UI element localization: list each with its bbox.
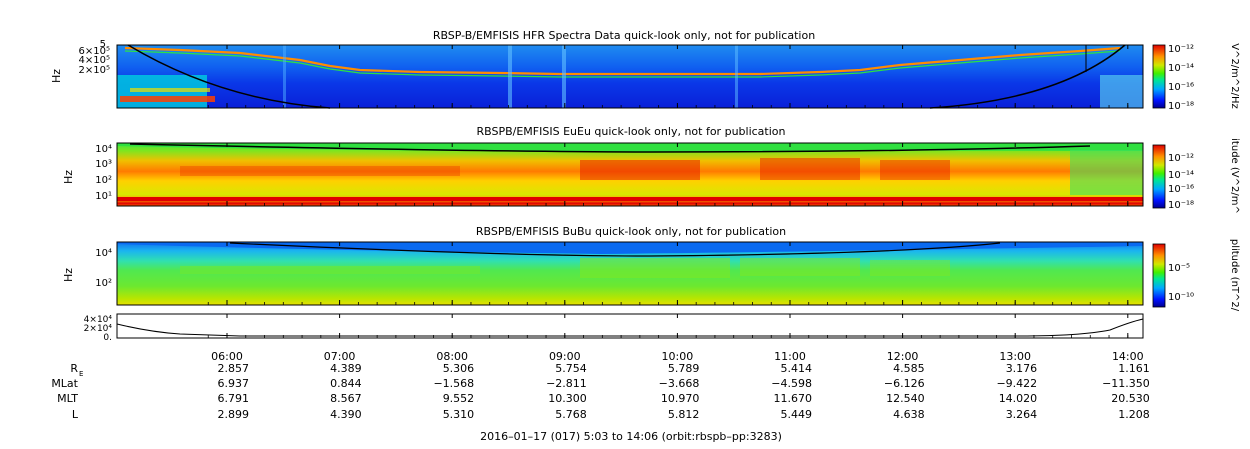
panel-bubu: RBSPB/EMFISIS BuBu quick-look only, not … [62, 225, 1240, 312]
ephemeris-value: 3.264 [1006, 408, 1038, 421]
panel-bubu-colorbar [1152, 243, 1166, 308]
panel-bubu-cbar-tick: 10⁻⁵ [1168, 263, 1190, 274]
ephemeris-value: 9.552 [443, 392, 475, 405]
panel-eueu-cbar-tick: 10⁻¹² [1168, 153, 1194, 164]
panel-hfr-cbar-tick: 10⁻¹⁶ [1168, 82, 1194, 93]
panel-eueu-ytick: 10³ [95, 159, 112, 170]
ephemeris-value: −1.568 [433, 377, 474, 390]
ephemeris-value: 5.789 [668, 362, 700, 375]
panel-hfr-ylabel: Hz [50, 69, 63, 83]
panel-hfr: RBSP-B/EMFISIS HFR Spectra Data quick-lo… [50, 29, 1240, 112]
ephemeris-value: −6.126 [884, 377, 925, 390]
ephemeris-value: −9.422 [996, 377, 1037, 390]
panel-line-ytick: 4×10⁴ [84, 315, 113, 325]
time-tick-label: 10:00 [662, 350, 694, 363]
panel-bubu-title: RBSPB/EMFISIS BuBu quick-look only, not … [476, 225, 786, 238]
ephemeris-value: 4.389 [330, 362, 362, 375]
panel-hfr-cbar-tick: 10⁻¹⁴ [1168, 63, 1194, 74]
panel-hfr-ytick-extra: 5 [100, 39, 106, 50]
ephemeris-value: 5.306 [443, 362, 475, 375]
ephemeris-value: 4.638 [893, 408, 925, 421]
time-tick-label: 09:00 [549, 350, 581, 363]
ephemeris-value: 10.970 [661, 392, 700, 405]
panel-hfr-cbar-label: V^2/m^2/Hz [1229, 43, 1240, 109]
panel-eueu-cbar-label: itude (V^2/m^ [1229, 138, 1240, 214]
panel-hfr-cbar-tick: 10⁻¹² [1168, 44, 1194, 55]
time-tick-label: 13:00 [999, 350, 1031, 363]
panel-eueu-colorbar [1152, 144, 1166, 209]
panel-hfr-ytick: 2×10⁵ [79, 65, 110, 76]
ephemeris-value: 0.844 [330, 377, 362, 390]
ephemeris-value: 5.768 [555, 408, 587, 421]
time-tick-label: 12:00 [887, 350, 919, 363]
panel-hfr-ytick: 6×10⁵ [79, 46, 110, 57]
panel-line-ytick: 2×10⁴ [84, 324, 113, 334]
ephemeris-value: 5.754 [555, 362, 587, 375]
panel-line-curve [116, 318, 1144, 337]
time-tick-label: 14:00 [1112, 350, 1144, 363]
panel-eueu: RBSPB/EMFISIS EuEu quick-look only, not … [62, 125, 1240, 214]
ephemeris-value: 5.414 [781, 362, 813, 375]
ephemeris-value: 5.449 [781, 408, 813, 421]
ephemeris-value: 2.857 [218, 362, 250, 375]
panel-hfr-cbar-tick: 10⁻¹⁸ [1168, 101, 1194, 112]
ephemeris-value: −3.668 [659, 377, 700, 390]
panel-eueu-cbar-tick: 10⁻¹⁶ [1168, 184, 1194, 195]
ephemeris-value: −2.811 [546, 377, 587, 390]
panel-bubu-cbar-tick: 10⁻¹⁰ [1168, 292, 1194, 303]
panel-bubu-ylabel: Hz [62, 268, 75, 282]
panel-eueu-ylabel: Hz [62, 170, 75, 184]
panel-eueu-ytick: 10² [95, 175, 112, 186]
ephemeris-value: −11.350 [1102, 377, 1150, 390]
time-tick-label: 11:00 [774, 350, 806, 363]
panel-bubu-ytick: 10² [95, 278, 112, 289]
ephemeris-value: 1.161 [1118, 362, 1150, 375]
ephemeris-row-label: MLT [57, 392, 78, 405]
ephemeris-value: 6.937 [218, 377, 250, 390]
ephemeris-value: 14.020 [999, 392, 1038, 405]
ephemeris-value: −4.598 [771, 377, 812, 390]
time-axis: 06:00 07:00 08:00 09:00 10:00 11:00 12:00 13:00… [207, 45, 1144, 363]
time-tick-label: 07:00 [324, 350, 356, 363]
panel-hfr-ytick: 4×10⁵ [79, 55, 110, 66]
panel-bubu-spectrogram [116, 241, 1144, 306]
time-tick-label: 08:00 [436, 350, 468, 363]
panel-eueu-ytick: 10¹ [95, 191, 112, 202]
panel-line-ytick: 0. [103, 333, 112, 343]
ephemeris-value: 5.310 [443, 408, 475, 421]
panel-eueu-cbar-tick: 10⁻¹⁴ [1168, 170, 1194, 181]
panel-hfr-title: RBSP-B/EMFISIS HFR Spectra Data quick-lo… [433, 29, 815, 42]
panel-eueu-ytick: 10⁴ [95, 144, 112, 155]
ephemeris-value: 12.540 [886, 392, 925, 405]
panel-hfr-colorbar [1152, 44, 1166, 109]
ephemeris-value: 8.567 [330, 392, 362, 405]
ephemeris-value: 20.530 [1111, 392, 1150, 405]
ephemeris-table: R E 2.857 4.389 5.306 5.754 5.789 5.414 4.585 3.1… [51, 362, 1149, 421]
ephemeris-value: 2.899 [218, 408, 250, 421]
panel-bubu-ytick: 10⁴ [95, 248, 112, 259]
time-tick-label: 06:00 [211, 350, 243, 363]
ephemeris-row-label: R [70, 362, 78, 375]
footer-time-range: 2016–01–17 (017) 5:03 to 14:06 (orbit:rb… [480, 430, 782, 443]
panel-eueu-cbar-tick: 10⁻¹⁸ [1168, 200, 1194, 211]
panel-eueu-title: RBSPB/EMFISIS EuEu quick-look only, not … [476, 125, 785, 138]
panel-hfr-spectrogram [116, 44, 1144, 109]
ephemeris-row-label: MLat [51, 377, 78, 390]
panel-eueu-spectrogram [116, 142, 1144, 207]
panel-bubu-cbar-label: plitude (nT^2/ [1229, 239, 1240, 312]
ephemeris-value: 5.812 [668, 408, 700, 421]
ephemeris-value: 11.670 [774, 392, 813, 405]
ephemeris-value: 10.300 [548, 392, 587, 405]
panel-line: 4×10⁴ 2×10⁴ 0. [84, 313, 1144, 343]
ephemeris-row-sublabel: E [79, 370, 83, 378]
ephemeris-value: 4.585 [893, 362, 925, 375]
ephemeris-value: 1.208 [1118, 408, 1150, 421]
ephemeris-row-label: L [72, 408, 79, 421]
ephemeris-value: 3.176 [1006, 362, 1038, 375]
ephemeris-value: 6.791 [218, 392, 250, 405]
ephemeris-value: 4.390 [330, 408, 362, 421]
